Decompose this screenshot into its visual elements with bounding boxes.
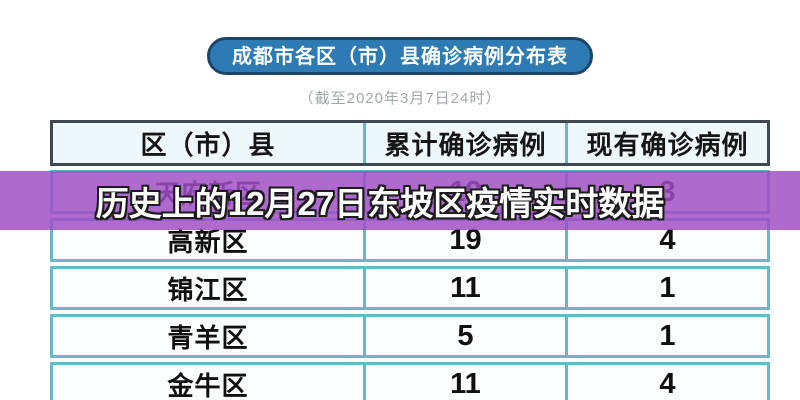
report-title-banner: 成都市各区（市）县确诊病例分布表 [207, 37, 593, 75]
current-cell: 4 [565, 365, 767, 400]
caption-overlay-text: 历史上的12月27日东坡区疫情实时数据 [95, 184, 665, 222]
table-row: 金牛区 11 4 [50, 362, 770, 400]
table-header-row: 区（市）县 累计确诊病例 现有确诊病例 [50, 120, 770, 166]
district-cell: 锦江区 [167, 274, 249, 305]
report-date-subtitle: （截至2020年3月7日24时） [298, 90, 502, 107]
current-cell: 1 [565, 269, 767, 307]
current-cell: 1 [565, 317, 767, 355]
caption-overlay-band: 历史上的12月27日东坡区疫情实时数据 [0, 171, 800, 230]
table-row: 锦江区 11 1 [50, 266, 770, 310]
cumulative-cell: 11 [363, 269, 565, 307]
district-cell: 青羊区 [167, 322, 249, 353]
cumulative-cell: 5 [363, 317, 565, 355]
cases-table: 区（市）县 累计确诊病例 现有确诊病例 天府新区 19 3 高新区 19 4 锦… [50, 120, 770, 400]
district-cell: 金牛区 [167, 370, 249, 400]
district-cell: 高新区 [167, 226, 249, 257]
cumulative-cell: 11 [363, 365, 565, 400]
table-row: 青羊区 5 1 [50, 314, 770, 358]
header-cumulative-cases: 累计确诊病例 [363, 123, 565, 163]
header-current-cases: 现有确诊病例 [565, 123, 767, 163]
current-cell: 4 [565, 221, 767, 259]
header-district: 区（市）县 [140, 129, 276, 160]
